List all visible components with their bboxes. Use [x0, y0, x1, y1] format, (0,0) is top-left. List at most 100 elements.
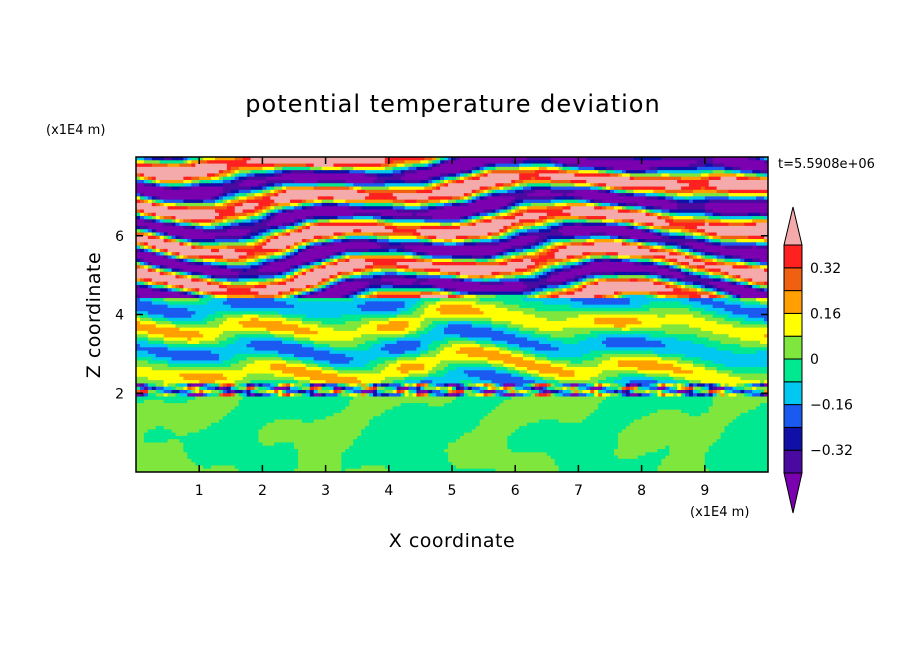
field-cell [546, 186, 552, 191]
field-cell [147, 183, 153, 188]
field-cell [428, 179, 433, 184]
field-cell [155, 166, 161, 171]
field-cell [736, 157, 741, 161]
field-cell [459, 170, 465, 175]
field-cell [483, 157, 489, 161]
field-cell [250, 186, 256, 191]
field-cell [554, 173, 560, 178]
field-cell [282, 176, 287, 181]
field-cell [365, 179, 370, 184]
field-cell [218, 179, 224, 184]
field-cell [444, 166, 449, 171]
field-cell [479, 160, 485, 165]
field-cell [602, 157, 607, 161]
field-cell [594, 166, 599, 171]
field-cell [246, 173, 252, 178]
field-cell [440, 176, 445, 181]
field-cell [649, 163, 655, 168]
field-cell [728, 166, 734, 171]
field-cell [455, 170, 461, 175]
field-cell [724, 176, 730, 181]
field-cell [641, 179, 647, 184]
field-cell [290, 157, 295, 161]
field-cell [305, 160, 311, 165]
field-cell [704, 173, 710, 178]
field-cell [534, 170, 540, 175]
field-cell [475, 170, 481, 175]
field-cell [463, 183, 469, 188]
field-cell [341, 176, 346, 181]
field-cell [179, 186, 184, 191]
field-cell [329, 163, 335, 168]
field-cell [673, 186, 678, 191]
field-cell [586, 163, 591, 168]
field-cell [566, 186, 572, 191]
field-cell [341, 170, 346, 175]
field-cell [444, 160, 449, 165]
field-cell [211, 163, 216, 168]
field-cell [361, 166, 366, 171]
field-cell [677, 166, 682, 171]
field-cell [760, 179, 765, 184]
field-cell [313, 160, 319, 165]
field-cell [696, 186, 702, 191]
field-cell [558, 186, 564, 191]
field-cell [574, 189, 579, 194]
field-cell [689, 179, 694, 184]
field-cell [337, 157, 342, 161]
field-cell [297, 186, 303, 191]
field-cell [384, 173, 390, 178]
field-cell [353, 173, 358, 178]
field-cell [321, 186, 327, 191]
field-cell [712, 163, 718, 168]
field-cell [258, 176, 263, 181]
field-cell [226, 186, 232, 191]
field-cell [211, 183, 216, 188]
field-cell [400, 157, 406, 161]
field-cell [183, 170, 188, 175]
field-cell [234, 189, 240, 194]
field-cell [136, 176, 141, 181]
field-cell [136, 170, 141, 175]
field-cell [278, 183, 283, 188]
field-cell [574, 183, 579, 188]
field-cell [744, 160, 749, 165]
field-cell [625, 189, 631, 194]
field-cell [550, 189, 556, 194]
field-cell [586, 176, 591, 181]
field-cell [471, 160, 477, 165]
field-cell [637, 173, 643, 178]
field-cell [748, 183, 753, 188]
field-cell [538, 166, 544, 171]
field-cell [495, 183, 500, 188]
field-cell [566, 157, 572, 161]
field-cell [613, 163, 619, 168]
field-cell [404, 176, 410, 181]
field-cell [483, 166, 489, 171]
field-cell [187, 160, 192, 165]
field-cell [349, 170, 354, 175]
field-cell [527, 160, 532, 165]
field-cell [633, 157, 639, 161]
field-cell [463, 160, 469, 165]
field-cell [455, 189, 461, 194]
field-cell [491, 186, 497, 191]
field-cell [301, 176, 307, 181]
field-cell [155, 189, 161, 194]
field-cell [542, 170, 548, 175]
field-cell [309, 173, 315, 178]
field-cell [325, 160, 331, 165]
field-cell [617, 166, 623, 171]
field-cell [234, 183, 240, 188]
field-cell [653, 170, 658, 175]
field-cell [732, 166, 737, 171]
field-cell [376, 163, 382, 168]
field-cell [262, 166, 267, 171]
field-cell [748, 176, 753, 181]
field-cell [159, 163, 165, 168]
field-cell [341, 189, 346, 194]
field-cell [744, 170, 749, 175]
field-cell [143, 157, 149, 161]
field-cell [499, 163, 504, 168]
field-cell [515, 166, 520, 171]
